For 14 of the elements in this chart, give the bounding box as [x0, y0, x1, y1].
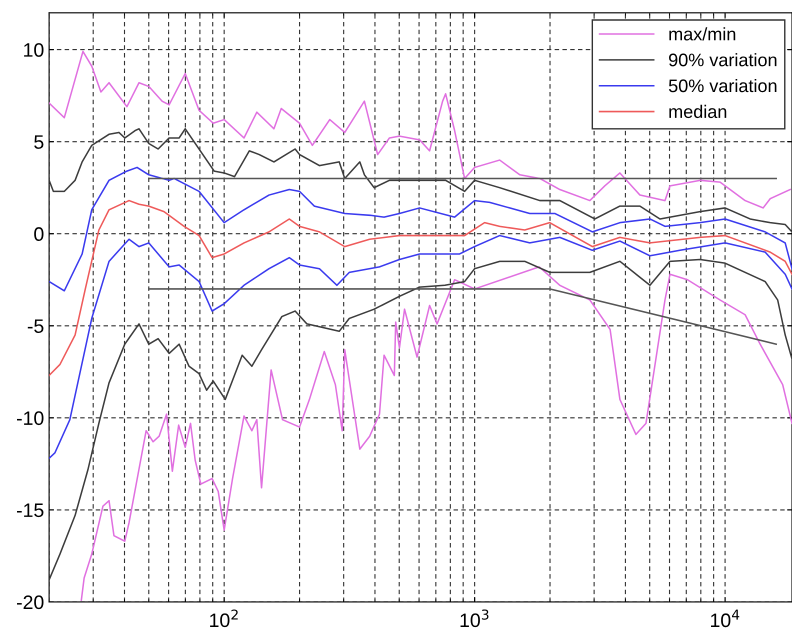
- x-tick-label: 10$^{4}$: [711, 610, 740, 628]
- legend-label: max/min: [669, 27, 736, 40]
- y-tick-label: 10: [24, 43, 44, 57]
- y-tick-label: 0: [34, 227, 44, 241]
- y-tick-label: -5: [28, 319, 44, 334]
- y-tick-label: 5: [34, 135, 44, 149]
- y-tick-label: -10: [17, 411, 44, 426]
- y-tick-label: -20: [17, 595, 44, 610]
- x-tick-label: 10$^{2}$: [210, 609, 238, 628]
- x-tick-label: 10$^{3}$: [460, 609, 488, 628]
- legend-label: median: [669, 104, 726, 118]
- legend-label: 50% variation: [668, 78, 776, 92]
- y-tick-label: -15: [17, 504, 44, 518]
- legend-label: 90% variation: [669, 53, 776, 66]
